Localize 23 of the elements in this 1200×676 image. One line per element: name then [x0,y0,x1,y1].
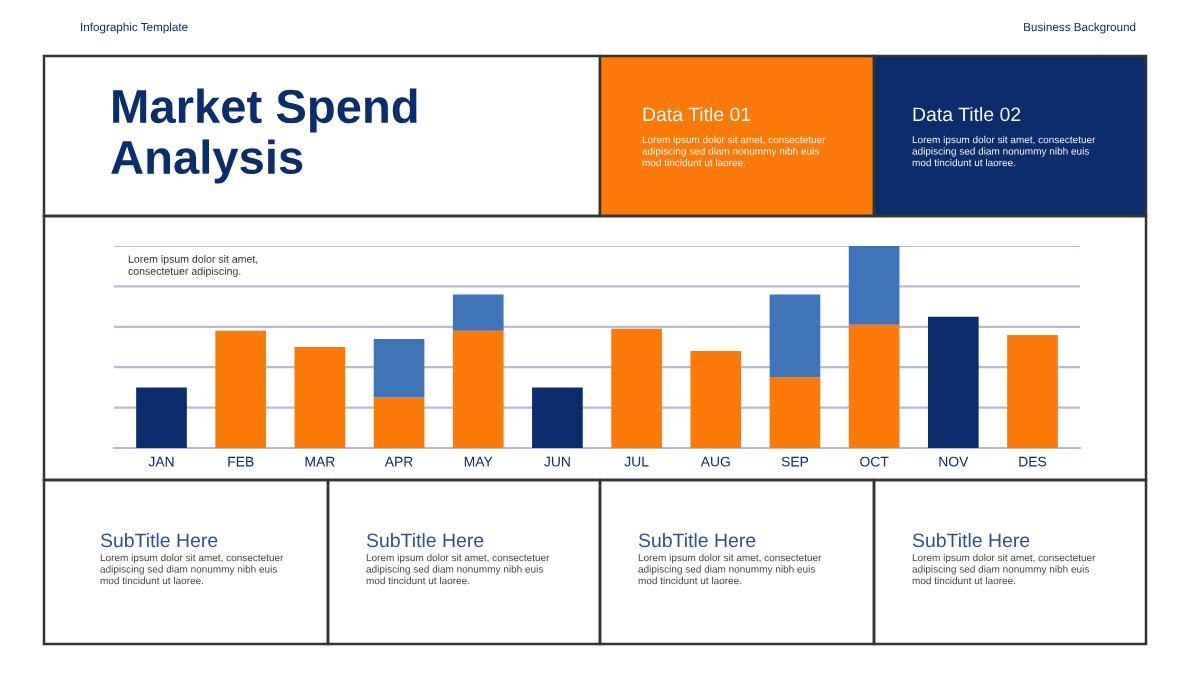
bar [927,316,979,448]
bar [848,324,900,448]
bar [848,246,900,325]
bar [690,351,742,448]
text: Data Title 02 [913,106,1021,122]
bar [136,387,187,448]
bar [611,328,662,448]
bar [294,347,346,448]
bar [452,330,504,448]
bar [532,387,583,448]
bar [373,397,425,448]
bar [452,294,504,331]
text: SubTitle Here [912,532,1030,548]
text: SubTitle Here [100,532,218,548]
bar [215,330,267,448]
bar [373,338,425,398]
text: Data Title 01 [643,106,751,122]
chart-title: Market Spend Analysis [111,88,417,184]
bar [769,294,821,378]
bar [769,377,821,448]
text: SubTitle Here [366,532,484,548]
text: SubTitle Here [638,532,756,548]
bar [1007,334,1058,448]
